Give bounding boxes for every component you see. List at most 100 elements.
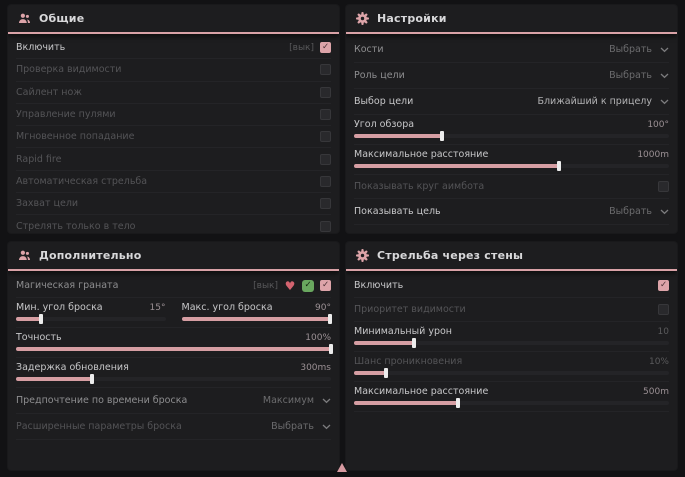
rapid-fire-checkbox[interactable] — [320, 153, 331, 165]
row-accuracy: Точность 100% — [16, 328, 333, 358]
bullet-control-checkbox[interactable] — [320, 109, 331, 121]
heart-icon: ♥ — [284, 278, 296, 293]
row-visibility-check: Проверка видимости — [16, 59, 331, 82]
slider-handle[interactable] — [556, 161, 561, 171]
penetration-chance-slider[interactable] — [354, 368, 669, 378]
row-target-lock: Захват цели — [16, 193, 331, 216]
panel-additional-header: Дополнительно — [8, 242, 339, 271]
slider-value: 100° — [647, 119, 669, 130]
slider-handle[interactable] — [89, 374, 94, 384]
instant-hit-checkbox[interactable] — [320, 131, 331, 143]
dropdown-value: Выбрать — [609, 70, 652, 81]
wallbang-enable-checkbox[interactable]: ✓ — [658, 280, 669, 291]
row-fov: Угол обзора 100° — [354, 115, 669, 145]
slider-value: 10% — [648, 356, 669, 367]
panel-general-header: Общие — [8, 5, 339, 34]
visibility-priority-checkbox[interactable] — [658, 304, 669, 315]
target-role-dropdown[interactable]: Выбрать — [609, 70, 669, 81]
show-circle-checkbox[interactable] — [658, 181, 669, 192]
row-label: Стрелять только в тело — [16, 220, 136, 232]
accuracy-slider[interactable] — [16, 344, 333, 354]
update-delay-slider[interactable] — [16, 374, 331, 384]
row-label: Минимальный урон — [354, 326, 452, 337]
row-label: Максимальное расстояние — [354, 149, 489, 160]
row-max-distance: Максимальное расстояние 1000m — [354, 145, 669, 175]
row-target-role: Роль цели Выбрать — [354, 63, 669, 89]
slider-handle[interactable] — [329, 344, 333, 354]
visibility-check-checkbox[interactable] — [320, 64, 331, 76]
panel-additional: Дополнительно Магическая граната [вык] ♥… — [8, 242, 339, 470]
fov-slider[interactable] — [354, 131, 669, 141]
row-label: Включить — [354, 280, 404, 291]
auto-fire-checkbox[interactable] — [320, 175, 331, 187]
chevron-down-icon — [660, 99, 669, 105]
panel-title: Стрельба через стены — [377, 249, 524, 262]
slider-value: 300ms — [300, 362, 331, 373]
row-label: Показывать цель — [354, 206, 441, 217]
row-label: Сайлент нож — [16, 86, 82, 98]
wallbang-max-distance-slider[interactable] — [354, 398, 669, 408]
row-show-target: Показывать цель Выбрать — [354, 199, 669, 225]
slider-handle[interactable] — [411, 338, 416, 348]
dropdown-value: Выбрать — [609, 206, 652, 217]
row-label: Приоритет видимости — [354, 304, 466, 315]
row-label: Шанс проникновения — [354, 356, 463, 367]
show-target-dropdown[interactable]: Выбрать — [609, 206, 669, 217]
row-label: Задержка обновления — [16, 362, 129, 373]
dropdown-value: Выбрать — [271, 421, 314, 432]
users-icon — [18, 12, 31, 25]
slider-value: 10 — [657, 326, 669, 337]
max-distance-slider[interactable] — [354, 161, 669, 171]
magic-grenade-checkbox[interactable]: ✓ — [320, 280, 331, 291]
row-label: Автоматическая стрельба — [16, 175, 148, 187]
row-label: Роль цели — [354, 70, 405, 81]
slider-value: 15° — [149, 302, 166, 313]
dropdown-value: Ближайший к прицелу — [537, 96, 652, 107]
slider-handle[interactable] — [455, 398, 460, 408]
row-penetration-chance: Шанс проникновения 10% — [354, 352, 669, 382]
check-badge-icon: ✓ — [302, 279, 314, 292]
row-label: Выбор цели — [354, 96, 414, 107]
slider-handle[interactable] — [440, 131, 445, 141]
target-lock-checkbox[interactable] — [320, 198, 331, 210]
target-select-dropdown[interactable]: Ближайший к прицелу — [537, 96, 669, 107]
check-icon: ✓ — [321, 42, 330, 53]
gear-icon — [356, 249, 369, 262]
dropdown-value: Выбрать — [609, 44, 652, 55]
panel-title: Общие — [39, 12, 85, 25]
enable-checkbox[interactable]: ✓ — [320, 42, 331, 54]
min-damage-slider[interactable] — [354, 338, 669, 348]
row-label: Угол обзора — [354, 119, 415, 130]
row-bullet-control: Управление пулями — [16, 104, 331, 127]
body-only-checkbox[interactable] — [320, 220, 331, 232]
row-label: Мин. угол броска — [16, 302, 103, 313]
slider-value: 100% — [305, 332, 331, 343]
chevron-down-icon — [322, 398, 331, 404]
row-label: Управление пулями — [16, 109, 116, 121]
row-target-select: Выбор цели Ближайший к прицелу — [354, 89, 669, 115]
chevron-down-icon — [660, 73, 669, 79]
row-advanced-throw: Расширенные параметры броска Выбрать — [16, 414, 331, 440]
chevron-down-icon — [322, 424, 331, 430]
advanced-throw-dropdown[interactable]: Выбрать — [271, 421, 331, 432]
row-bones: Кости Выбрать — [354, 37, 669, 63]
row-label: Захват цели — [16, 198, 79, 210]
chevron-down-icon — [660, 209, 669, 215]
panel-general: Общие Включить [вык] ✓ Проверка видимост… — [8, 5, 339, 233]
slider-handle[interactable] — [39, 314, 44, 324]
throw-time-dropdown[interactable]: Максимум — [263, 395, 331, 406]
slider-value: 1000m — [637, 149, 669, 160]
slider-handle[interactable] — [327, 314, 332, 324]
silent-knife-checkbox[interactable] — [320, 86, 331, 98]
bones-dropdown[interactable]: Выбрать — [609, 44, 669, 55]
row-label: Включить — [16, 42, 66, 54]
row-silent-knife: Сайлент нож — [16, 82, 331, 104]
row-label: Кости — [354, 44, 384, 55]
slider-handle[interactable] — [383, 368, 388, 378]
max-throw-slider[interactable] — [181, 314, 332, 324]
users-icon — [18, 249, 31, 262]
min-throw-slider[interactable] — [16, 314, 166, 324]
row-label: Расширенные параметры броска — [16, 421, 182, 432]
row-label: Проверка видимости — [16, 64, 122, 76]
mouse-cursor — [337, 463, 347, 472]
